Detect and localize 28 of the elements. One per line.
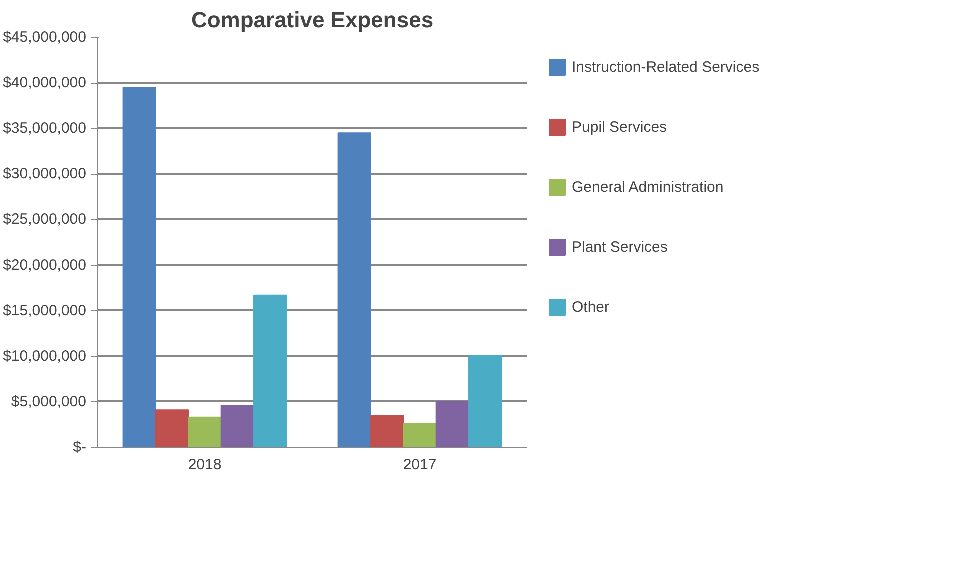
legend-label: Pupil Services [572, 118, 668, 136]
y-tick-label: $45,000,000 [3, 29, 87, 46]
bar [122, 87, 156, 448]
bar [468, 354, 502, 448]
y-tick-label: $5,000,000 [11, 393, 87, 410]
bar [188, 416, 222, 448]
bar [338, 132, 372, 448]
legend-label: General Administration [572, 178, 724, 196]
y-tick-label: $30,000,000 [3, 166, 87, 183]
y-tick-label: $35,000,000 [3, 120, 87, 138]
y-tick-label: $15,000,000 [3, 302, 87, 320]
y-tick-label: $40,000,000 [3, 74, 87, 92]
legend-label: Other [572, 298, 610, 316]
bar [436, 401, 470, 448]
bar [403, 423, 437, 448]
bar [370, 415, 404, 448]
bar [254, 294, 288, 448]
legend-label: Plant Services [572, 238, 668, 256]
y-tick-label: $25,000,000 [3, 211, 87, 228]
y-tick-label: $- [73, 439, 87, 456]
bar [155, 410, 190, 448]
y-tick-label: $20,000,000 [3, 256, 87, 274]
x-tick-label: 2017 [403, 456, 437, 474]
legend-label: Instruction-Related Services [572, 58, 760, 76]
chart-title: Comparative Expenses [191, 8, 434, 32]
y-tick-label: $10,000,000 [3, 348, 87, 365]
bar [220, 405, 255, 448]
x-tick-label: 2018 [188, 456, 222, 474]
